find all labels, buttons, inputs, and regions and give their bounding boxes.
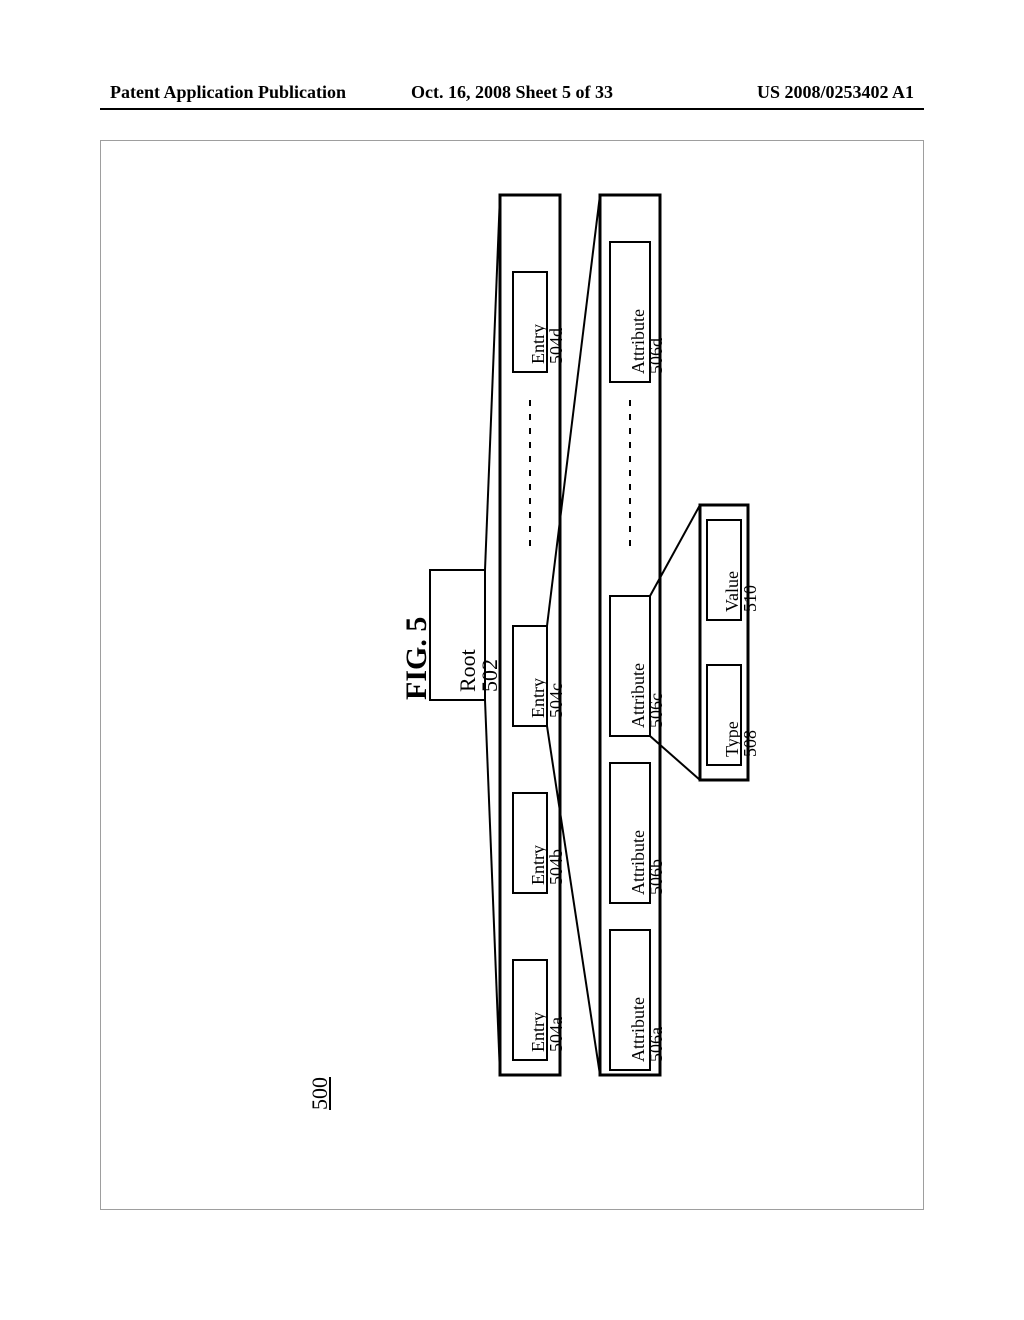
root-label-line2: 502 (478, 659, 502, 692)
type-line2: 508 (741, 730, 761, 757)
attr-b-line2: 506b (647, 859, 667, 895)
entry-c-line2: 504c (547, 683, 567, 718)
entry-b-line2: 504b (547, 849, 567, 885)
diagram-svg (0, 0, 1024, 1320)
value-line2: 510 (741, 585, 761, 612)
entry-d-line2: 504d (547, 328, 567, 364)
attr-c-line2: 506c (647, 693, 667, 728)
figure-ref: 500 (307, 1077, 333, 1110)
figure-title: FIG. 5 (400, 617, 433, 700)
attr-d-line2: 506d (647, 338, 667, 374)
entry-a-line2: 504a (547, 1017, 567, 1052)
attr-a-line2: 506a (647, 1027, 667, 1062)
page: Patent Application Publication Oct. 16, … (0, 0, 1024, 1320)
